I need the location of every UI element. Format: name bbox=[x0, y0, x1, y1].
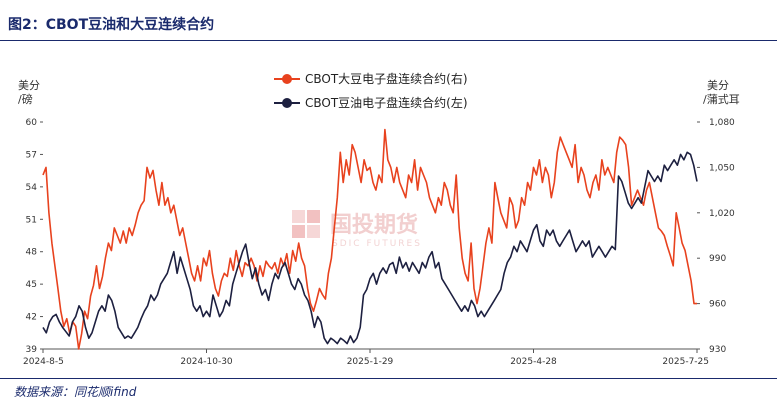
left-tick-label: 60 bbox=[26, 118, 38, 128]
figure-title: 图2：CBOT豆油和大豆连续合约 bbox=[8, 17, 215, 33]
right-tick-label: 960 bbox=[709, 300, 726, 310]
left-tick-label: 54 bbox=[26, 183, 38, 193]
title-underline bbox=[0, 40, 777, 41]
legend-marker-soyoil bbox=[282, 98, 292, 108]
left-axis-unit-line1: 美分 bbox=[18, 79, 40, 92]
right-tick-label: 1,080 bbox=[709, 118, 735, 128]
right-axis-unit-line1: 美分 bbox=[707, 79, 729, 92]
watermark: 国投期货 SDIC FUTURES bbox=[292, 210, 422, 249]
x-tick-label: 2025-4-28 bbox=[510, 357, 557, 367]
data-source: 数据来源：同花顺ifind bbox=[14, 385, 137, 399]
x-axis-ticks: 2024-8-5 2024-10-30 2025-1-29 2025-4-28 2025… bbox=[23, 349, 709, 367]
left-axis-ticks: 39 42 45 48 51 54 57 60 bbox=[26, 118, 43, 355]
series-line-soyoil bbox=[42, 151, 698, 345]
legend-marker-soybean bbox=[282, 74, 292, 84]
watermark-logo-icon bbox=[292, 210, 320, 238]
legend-label-soyoil: CBOT豆油电子盘连续合约(左) bbox=[305, 95, 468, 110]
x-tick-label: 2024-10-30 bbox=[180, 357, 233, 367]
left-tick-label: 51 bbox=[26, 215, 37, 225]
watermark-subtext: SDIC FUTURES bbox=[332, 239, 422, 249]
right-tick-label: 990 bbox=[709, 254, 726, 264]
right-tick-label: 1,050 bbox=[709, 163, 735, 173]
source-divider bbox=[0, 378, 777, 379]
right-axis-unit-line2: /蒲式耳 bbox=[703, 92, 740, 106]
right-tick-label: 930 bbox=[709, 345, 726, 355]
series-line-soybean bbox=[42, 128, 697, 350]
left-tick-label: 39 bbox=[26, 345, 38, 355]
left-tick-label: 57 bbox=[26, 150, 37, 160]
right-axis-ticks: 930 960 990 1,020 1,050 1,080 bbox=[697, 118, 735, 355]
legend: CBOT大豆电子盘连续合约(右) CBOT豆油电子盘连续合约(左) bbox=[274, 71, 468, 110]
chart: 国投期货 SDIC FUTURES 美分 /磅 美分 /蒲式耳 CBOT大豆电子… bbox=[18, 71, 740, 367]
left-axis-unit-line2: /磅 bbox=[18, 92, 33, 106]
left-tick-label: 42 bbox=[26, 313, 37, 323]
left-tick-label: 48 bbox=[26, 248, 38, 258]
x-tick-label: 2025-7-25 bbox=[662, 357, 709, 367]
right-tick-label: 1,020 bbox=[709, 209, 735, 219]
x-tick-label: 2024-8-5 bbox=[23, 357, 64, 367]
legend-label-soybean: CBOT大豆电子盘连续合约(右) bbox=[305, 71, 468, 86]
left-tick-label: 45 bbox=[26, 280, 37, 290]
watermark-text: 国投期货 bbox=[330, 212, 418, 238]
x-tick-label: 2025-1-29 bbox=[347, 357, 394, 367]
